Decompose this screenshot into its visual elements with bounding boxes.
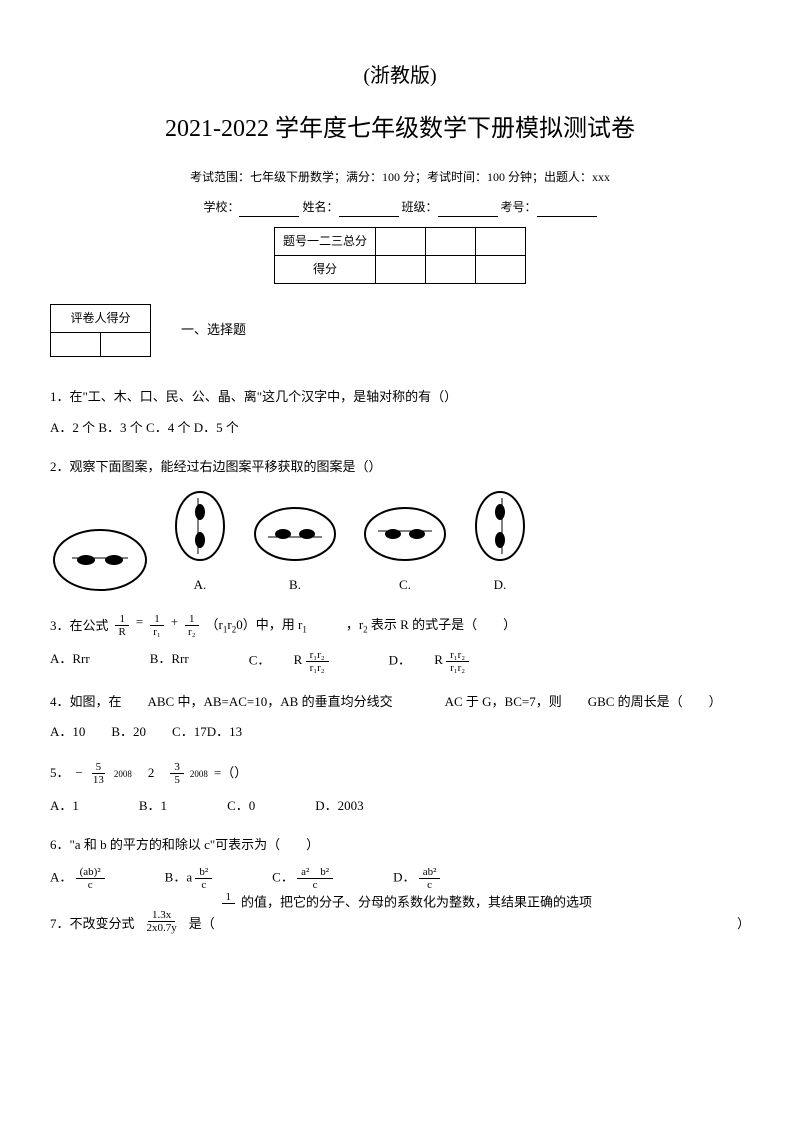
score-cell bbox=[376, 255, 426, 283]
q6-text: 6．"a 和 b 的平方的和除以 c"可表示为（ ） bbox=[50, 835, 750, 856]
q3-text: 3．在公式 1R = 1r₁ + 1r₂ （r1r20）中，用 r1 ，r2 表… bbox=[50, 613, 750, 638]
q2-label-a: A. bbox=[170, 575, 230, 596]
q2-option-c-icon bbox=[360, 504, 450, 568]
score-cell bbox=[376, 227, 426, 255]
q3-plus: + bbox=[171, 612, 178, 633]
id-label: 考号： bbox=[501, 200, 537, 214]
name-label: 姓名： bbox=[302, 200, 338, 214]
grader-cell bbox=[51, 333, 101, 357]
q2-option-b-icon bbox=[250, 504, 340, 568]
q7-row: 7．不改变分式 1.3x 2x0.7y 是（ 1 的值，把它的分子、分母的系数化… bbox=[50, 909, 750, 934]
school-label: 学校： bbox=[203, 200, 239, 214]
name-fill bbox=[339, 203, 399, 217]
q7-paren: ） bbox=[737, 914, 750, 935]
q3-optb: B．Rrr bbox=[150, 649, 189, 674]
q5-optd: D．2003 bbox=[315, 796, 363, 817]
q1-text: 1．在"工、木、口、民、公、晶、离"这几个汉字中，是轴对称的有（） bbox=[50, 387, 750, 408]
q7-top: 的值，把它的分子、分母的系数化为整数，其结果正确的选项 bbox=[241, 895, 592, 910]
q3-opta: A．Rrr bbox=[50, 649, 90, 674]
q4-options: A．10 B．20 C．17D．13 bbox=[50, 722, 750, 743]
q2-left-oval bbox=[50, 525, 150, 595]
q2-label-b: B. bbox=[250, 575, 340, 596]
q5-frac1: 513 bbox=[89, 761, 108, 786]
q2-label-d: D. bbox=[470, 575, 530, 596]
q2-text: 2．观察下面图案，能经过右边图案平移获取的图案是（） bbox=[50, 457, 750, 478]
q5-exp1: 2008 bbox=[114, 767, 132, 781]
exam-info: 考试范围：七年级下册数学；满分：100 分；考试时间：100 分钟；出题人：xx… bbox=[50, 168, 750, 187]
q2-label-c: C. bbox=[360, 575, 450, 596]
grader-cell bbox=[101, 333, 151, 357]
grader-label: 评卷人得分 bbox=[51, 305, 151, 333]
q5-optc: C．0 bbox=[227, 796, 255, 817]
q7-frac: 1.3x 2x0.7y bbox=[143, 909, 181, 934]
section-title: 一、选择题 bbox=[181, 320, 246, 341]
id-fill bbox=[537, 203, 597, 217]
q6-optb: B．a b²c bbox=[165, 866, 213, 891]
q6-optd: D． ab²c bbox=[393, 866, 440, 891]
q6-optc: C． a² b²c bbox=[272, 866, 333, 891]
edition-label: (浙教版) bbox=[50, 60, 750, 92]
q2-images: A. B. C. D. bbox=[50, 488, 750, 596]
q3-frac1: 1R bbox=[115, 613, 130, 638]
q5-eq: =（） bbox=[214, 763, 247, 784]
q3-optc: C． R r₁r₂r₁r₂ bbox=[249, 649, 329, 674]
q3-eq: = bbox=[136, 612, 143, 633]
q5-two: 2 bbox=[148, 763, 155, 784]
q6-opta: A． (ab)²c bbox=[50, 866, 105, 891]
q7-mid: 是（ bbox=[189, 914, 215, 935]
q3-frac3: 1r₂ bbox=[184, 613, 200, 638]
q5-options: A．1 B．1 C．0 D．2003 bbox=[50, 796, 750, 817]
main-title: 2021-2022 学年度七年级数学下册模拟测试卷 bbox=[50, 110, 750, 148]
q3-options: A．Rrr B．Rrr C． R r₁r₂r₁r₂ D． R r₁r₂r₁r₂ bbox=[50, 649, 750, 674]
q1-options: A．2 个 B．3 个 C．4 个 D．5 个 bbox=[50, 418, 750, 439]
q7-pre: 7．不改变分式 bbox=[50, 914, 135, 935]
score-cell bbox=[426, 255, 476, 283]
student-info-row: 学校： 姓名： 班级： 考号： bbox=[50, 198, 750, 217]
class-fill bbox=[438, 203, 498, 217]
score-cell bbox=[476, 227, 526, 255]
q2-option-a-icon bbox=[170, 488, 230, 568]
class-label: 班级： bbox=[402, 200, 438, 214]
q5-optb: B．1 bbox=[139, 796, 167, 817]
score-cell bbox=[426, 227, 476, 255]
q4-text: 4．如图，在 ABC 中，AB=AC=10，AB 的垂直均分线交 AC 于 G，… bbox=[50, 692, 750, 713]
q2-option-d-icon bbox=[470, 488, 530, 568]
score-cell: 得分 bbox=[274, 255, 375, 283]
q3-frac2: 1r₁ bbox=[149, 613, 165, 638]
q7-frac-one: 1 bbox=[219, 891, 238, 916]
q5-exp2: 2008 bbox=[190, 767, 208, 781]
q5-prefix: 5． bbox=[50, 763, 70, 784]
q6-options: A． (ab)²c B．a b²c C． a² b²c D． ab²c bbox=[50, 866, 750, 891]
score-cell bbox=[476, 255, 526, 283]
q5-opta: A．1 bbox=[50, 796, 79, 817]
grader-row: 评卷人得分 一、选择题 bbox=[50, 304, 750, 357]
grader-table: 评卷人得分 bbox=[50, 304, 151, 357]
q3-optd: D． R r₁r₂r₁r₂ bbox=[389, 649, 470, 674]
score-cell: 题号一二三总分 bbox=[274, 227, 375, 255]
q5-minus1: − bbox=[76, 763, 83, 784]
q3-mid: （r1r20）中，用 r1 ，r2 表示 R 的式子是（ ） bbox=[206, 615, 517, 637]
score-table: 题号一二三总分 得分 bbox=[274, 227, 526, 284]
school-fill bbox=[239, 203, 299, 217]
q3-prefix: 3．在公式 bbox=[50, 616, 109, 637]
q5-frac2: 35 bbox=[170, 761, 184, 786]
q5-text: 5． − 513 2008 2 35 2008 =（） bbox=[50, 761, 750, 786]
